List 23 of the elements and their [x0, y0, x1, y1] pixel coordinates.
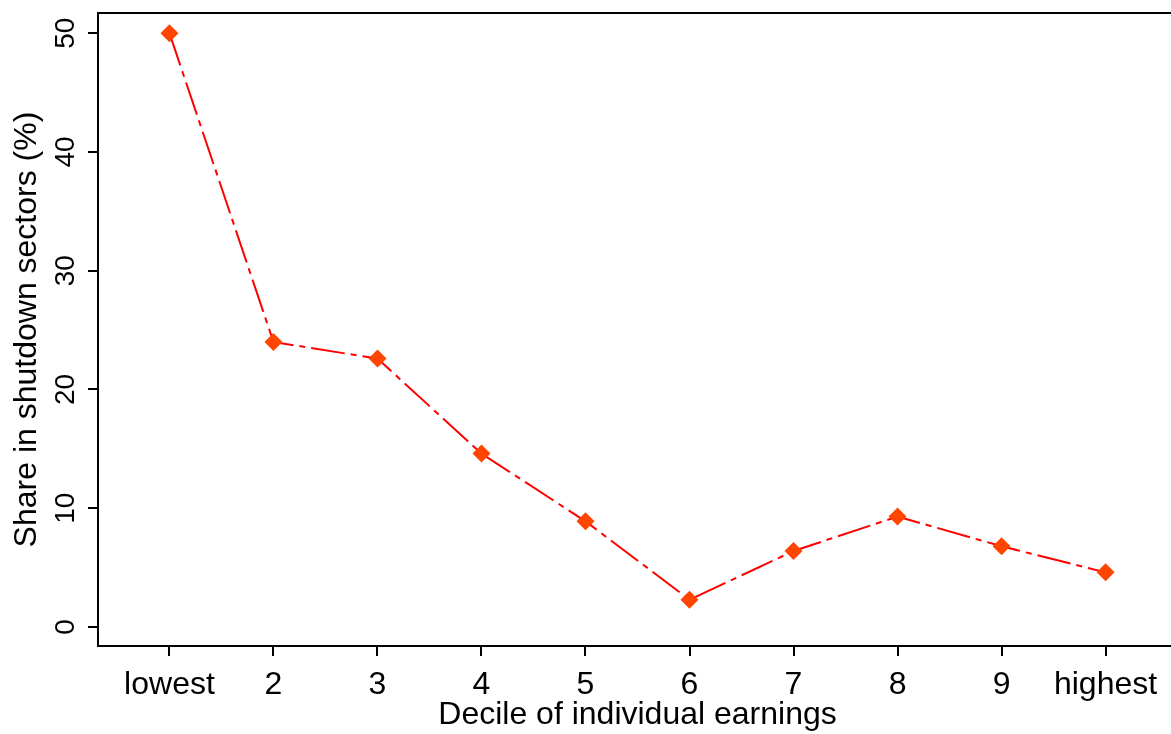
- y-tick-label: 30: [49, 255, 81, 287]
- point: [472, 444, 491, 463]
- point: [992, 537, 1011, 556]
- point: [264, 332, 283, 351]
- y-tick-label: 50: [49, 17, 81, 49]
- point: [888, 507, 907, 526]
- x-tick-label: 3: [368, 665, 387, 702]
- point: [784, 541, 803, 560]
- x-tick-label: highest: [1053, 665, 1158, 702]
- y-axis-title: Share in shutdown sectors (%): [7, 111, 44, 548]
- x-tick-label: lowest: [124, 665, 215, 702]
- x-tick-label: 2: [264, 665, 283, 702]
- y-tick-label: 0: [49, 619, 81, 635]
- point: [680, 590, 699, 609]
- y-tick-label: 20: [49, 373, 81, 406]
- y-tick-label: 10: [49, 492, 81, 524]
- x-tick-label: 8: [888, 665, 907, 702]
- point: [160, 24, 179, 43]
- point: [576, 512, 595, 531]
- point: [1096, 563, 1115, 582]
- y-tick-label: 40: [49, 136, 81, 168]
- x-tick-label: 9: [992, 665, 1011, 702]
- point: [368, 349, 387, 368]
